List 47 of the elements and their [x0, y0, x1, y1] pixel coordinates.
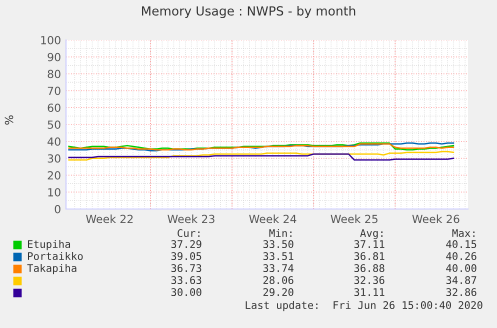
x-tick-label: Week 25 — [330, 214, 378, 224]
text: 33.51 — [263, 252, 294, 260]
text: 40.15 — [446, 240, 476, 248]
y-tick-label: 40 — [48, 137, 60, 146]
x-tick-label: Week 24 — [249, 214, 296, 224]
legend-label: Takapiha — [27, 264, 76, 274]
text: 28.06 — [263, 276, 294, 284]
text: 29.20 — [263, 288, 294, 296]
y-tick-label: 90 — [48, 52, 60, 62]
text: 32.86 — [446, 288, 476, 296]
y-tick-label: 10 — [48, 188, 60, 196]
x-tick-label: Week 23 — [168, 214, 214, 224]
legend-label: Portaikko — [28, 252, 83, 260]
text: 36.81 — [354, 252, 384, 260]
y-tick-label: 60 — [48, 104, 60, 112]
text: 33.50 — [263, 240, 294, 248]
chart-title: Memory Usage : NWPS - by month — [142, 6, 356, 18]
text: Avg: — [360, 229, 382, 240]
text: 40.00 — [446, 264, 476, 272]
text: 32.36 — [354, 276, 384, 284]
text: Min: — [269, 228, 292, 237]
y-tick-label: 50 — [48, 120, 60, 129]
text: 39.05 — [171, 252, 202, 260]
y-tick-label: 20 — [48, 171, 60, 180]
text: Last update: Fri Jun 26 15:00:40 2020 — [246, 300, 482, 312]
y-tick-label: 0 — [54, 204, 60, 214]
x-tick-label: Week 22 — [86, 214, 133, 224]
y-axis-title: % — [4, 115, 14, 125]
y-tick-label: 80 — [48, 70, 60, 78]
text: 36.73 — [171, 264, 202, 272]
x-tick-label: Week 26 — [412, 214, 460, 224]
text: 40.26 — [446, 252, 476, 260]
text: 30.00 — [171, 288, 202, 296]
y-tick-label: 100 — [41, 36, 60, 44]
text: 33.74 — [263, 264, 294, 272]
text: 33.63 — [171, 276, 202, 284]
text: 34.87 — [446, 276, 476, 284]
text: Cur: — [178, 229, 200, 238]
text: 36.88 — [354, 264, 384, 272]
text: 31.11 — [354, 288, 384, 296]
y-tick-label: 70 — [48, 86, 60, 96]
line-series — [68, 150, 454, 161]
text: Max: — [452, 229, 474, 238]
text: 37.29 — [171, 240, 202, 248]
legend-label: Etupiha — [28, 240, 70, 250]
y-tick-label: 30 — [48, 154, 60, 163]
text: 37.11 — [354, 240, 384, 248]
